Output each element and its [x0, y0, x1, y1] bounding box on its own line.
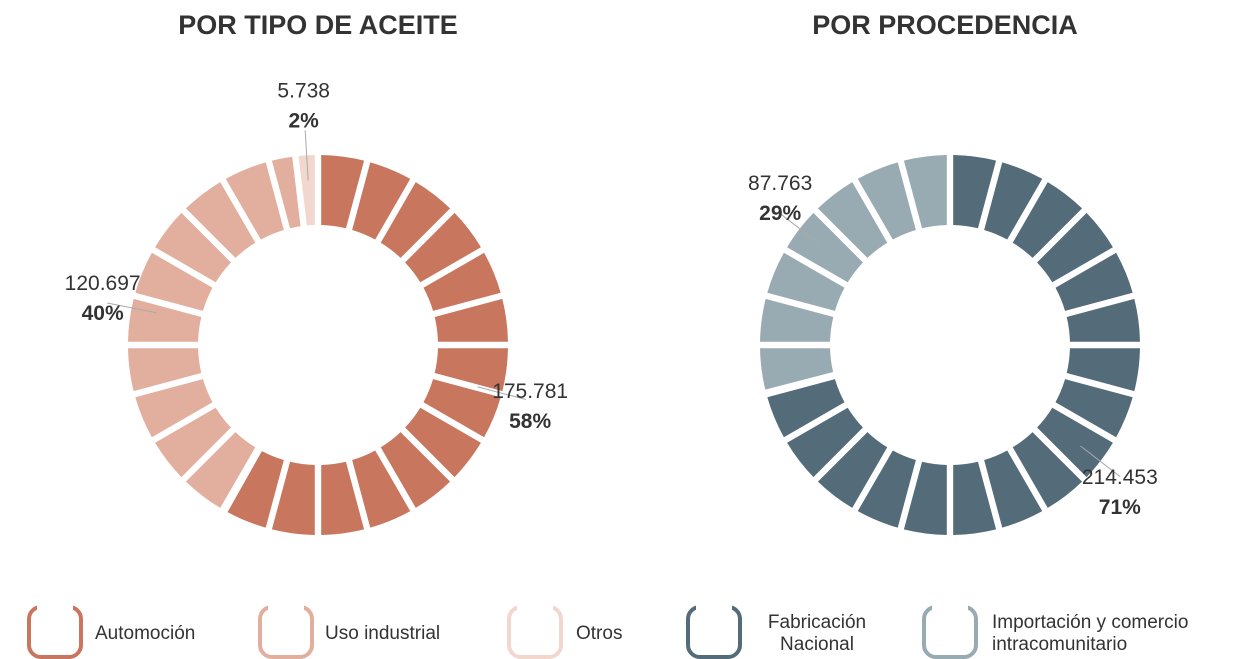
leader-line	[477, 386, 527, 401]
percent-label: 29%	[759, 202, 801, 225]
legend-icon	[27, 605, 83, 659]
legend-label: Fabricación Nacional	[767, 612, 867, 655]
value-label: 5.738	[277, 79, 330, 102]
value-label: 87.763	[748, 172, 812, 195]
chart-title: POR TIPO DE ACEITE	[178, 10, 458, 40]
legend-icon-gap	[268, 603, 304, 611]
leader-line	[304, 130, 309, 181]
legend-icon	[922, 605, 978, 659]
percent-label: 40%	[82, 302, 124, 325]
legend-icon	[258, 605, 314, 659]
leader-line	[107, 302, 157, 314]
pie-slice	[128, 156, 301, 508]
value-label: 120.697	[65, 272, 141, 295]
legend-icon-gap	[932, 603, 968, 611]
legend-label: Otros	[576, 623, 623, 644]
legend-icon-gap	[517, 603, 553, 611]
percent-label: 58%	[509, 410, 551, 433]
legend-label: Automoción	[95, 623, 196, 644]
pie-slice	[298, 155, 315, 226]
pie-slice	[760, 155, 947, 390]
pie-slice	[767, 155, 1140, 535]
percent-label: 71%	[1099, 496, 1141, 519]
chart-title: POR PROCEDENCIA	[812, 10, 1078, 40]
legend-label: Uso industrial	[325, 623, 441, 644]
value-label: 214.453	[1082, 466, 1158, 489]
legend-icon	[507, 605, 563, 659]
legend-icon-gap	[37, 603, 73, 611]
pie-slice	[227, 155, 508, 535]
leader-line	[779, 213, 820, 245]
leader-line	[1080, 445, 1121, 477]
legend-icon	[686, 605, 742, 659]
value-label: 175.781	[492, 380, 568, 403]
legend-label: Importación y comercio intracomunitario	[992, 612, 1189, 655]
legend-icon-gap	[696, 603, 732, 611]
percent-label: 2%	[289, 109, 320, 132]
